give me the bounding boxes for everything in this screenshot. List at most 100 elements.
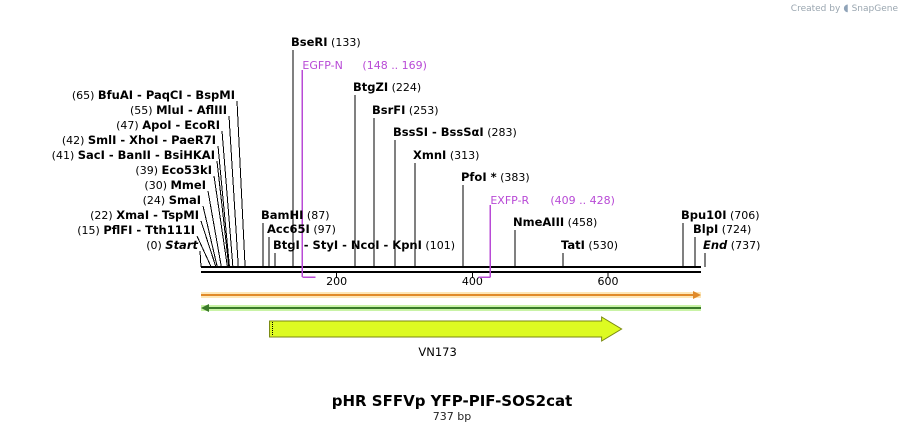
enzyme-label-right: BseRI (133): [291, 35, 361, 49]
snapgene-logo-icon: ◖: [843, 3, 849, 14]
construct-size: 737 bp: [432, 410, 472, 423]
enzyme-connector: [216, 160, 230, 268]
enzyme-name: SacI - BanII - BsiHKAI: [78, 148, 215, 162]
enzyme-label-right: BsrFI (253): [372, 103, 439, 117]
enzyme-position: (87): [303, 209, 329, 222]
enzyme-name: XmnI: [413, 148, 446, 162]
enzyme-position: (47): [116, 119, 142, 132]
primer-range: (148 .. 169): [362, 59, 427, 72]
enzyme-connector: [200, 220, 217, 268]
enzyme-connector: [221, 130, 234, 268]
enzyme-name: BseRI: [291, 35, 328, 49]
feature-vn173-arrow: [269, 316, 623, 342]
enzyme-label-right: TatI (530): [561, 238, 618, 252]
enzyme-name: BlpI: [693, 222, 718, 236]
enzyme-connector: [196, 235, 212, 268]
enzyme-name: Bpu10I: [681, 208, 726, 222]
enzyme-connector: [213, 175, 228, 268]
enzyme-name: BfuAI - PaqCI - BspMI: [98, 88, 235, 102]
enzyme-name: Acc65I: [267, 222, 310, 236]
enzyme-name: BtgZI: [353, 80, 388, 94]
orf-forward-arrowhead: [693, 291, 701, 299]
enzyme-label-right: BlpI (724): [693, 222, 751, 236]
enzyme-position: (41): [52, 149, 78, 162]
enzyme-connector: [228, 115, 239, 268]
enzyme-label-left: (55) MluI - AflIII: [130, 103, 227, 117]
enzyme-name: BsrFI: [372, 103, 405, 117]
enzyme-name: PfoI *: [461, 170, 497, 184]
ruler-label: 400: [462, 275, 483, 288]
enzyme-position: (42): [62, 134, 88, 147]
enzyme-name: TatI: [561, 238, 585, 252]
enzyme-label-left: (30) MmeI: [144, 178, 206, 192]
enzyme-label-left: (42) SmlI - XhoI - PaeR7I: [62, 133, 216, 147]
enzyme-label-right: BamHI (87): [261, 208, 330, 222]
created-by-text: Created by: [790, 3, 841, 14]
enzyme-position: (22): [90, 209, 116, 222]
enzyme-position: (253): [405, 104, 438, 117]
enzyme-connector: [217, 145, 230, 268]
enzyme-name: BamHI: [261, 208, 303, 222]
enzyme-position: (65): [72, 89, 98, 102]
enzyme-name: BtgI - StyI - NcoI - KpnI: [273, 238, 422, 252]
enzyme-name: PflFI - Tth111I: [103, 223, 195, 237]
ruler-label: 600: [598, 275, 619, 288]
enzyme-label-right: Acc65I (97): [267, 222, 336, 236]
enzyme-label-left: (0) Start: [146, 238, 198, 252]
enzyme-connector: [202, 205, 218, 268]
enzyme-position: (0): [146, 239, 165, 252]
enzyme-connector: [207, 190, 222, 268]
primer-range: (409 .. 428): [550, 194, 615, 207]
enzyme-position: (458): [564, 216, 597, 229]
enzyme-position: (283): [484, 126, 517, 139]
enzyme-position: (724): [718, 223, 751, 236]
enzyme-label-right: NmeAIII (458): [513, 215, 597, 229]
enzyme-connector: [236, 100, 246, 268]
enzyme-name: MmeI: [170, 178, 206, 192]
enzyme-position: (97): [310, 223, 336, 236]
enzyme-name: SmaI: [169, 193, 201, 207]
enzyme-label-right: End (737): [703, 238, 760, 252]
enzyme-position: (313): [446, 149, 479, 162]
enzyme-position: (133): [328, 36, 361, 49]
enzyme-label-right: Bpu10I (706): [681, 208, 760, 222]
primer-name: EXFP-R: [490, 194, 529, 207]
enzyme-label-left: (22) XmaI - TspMI: [90, 208, 199, 222]
enzyme-name: SmlI - XhoI - PaeR7I: [88, 133, 216, 147]
enzyme-position: (737): [727, 239, 760, 252]
enzyme-label-left: (65) BfuAI - PaqCI - BspMI: [72, 88, 235, 102]
enzyme-label-right: PfoI * (383): [461, 170, 530, 184]
enzyme-name: BssSI - BssSαI: [393, 125, 484, 139]
enzyme-name: ApoI - EcoRI: [142, 118, 220, 132]
enzyme-label-left: (47) ApoI - EcoRI: [116, 118, 220, 132]
feature-label: VN173: [418, 345, 456, 359]
enzyme-name: Start: [165, 238, 198, 252]
snapgene-credit: Created by ◖ SnapGene: [791, 3, 898, 14]
enzyme-position: (39): [135, 164, 161, 177]
enzyme-label-left: (41) SacI - BanII - BsiHKAI: [52, 148, 215, 162]
enzyme-label-right: BtgI - StyI - NcoI - KpnI (101): [273, 238, 455, 252]
enzyme-position: (30): [144, 179, 170, 192]
snapgene-name: SnapGene: [851, 3, 898, 14]
enzyme-position: (383): [497, 171, 530, 184]
enzyme-name: XmaI - TspMI: [116, 208, 199, 222]
enzyme-position: (101): [422, 239, 455, 252]
enzyme-connector: [199, 250, 202, 268]
enzyme-label-left: (39) Eco53kI: [135, 163, 212, 177]
enzyme-label-right: XmnI (313): [413, 148, 479, 162]
enzyme-position: (706): [726, 209, 759, 222]
enzyme-label-left: (24) SmaI: [143, 193, 201, 207]
enzyme-label-left: (15) PflFI - Tth111I: [77, 223, 195, 237]
enzyme-position: (15): [77, 224, 103, 237]
enzyme-position: (55): [130, 104, 156, 117]
primer-name: EGFP-N: [302, 59, 342, 72]
enzyme-position: (530): [585, 239, 618, 252]
ruler-label: 200: [326, 275, 347, 288]
enzyme-label-right: BssSI - BssSαI (283): [393, 125, 517, 139]
enzyme-label-right: BtgZI (224): [353, 80, 421, 94]
enzyme-name: MluI - AflIII: [156, 103, 227, 117]
enzyme-name: Eco53kI: [161, 163, 212, 177]
enzyme-position: (24): [143, 194, 169, 207]
enzyme-name: NmeAIII: [513, 215, 564, 229]
